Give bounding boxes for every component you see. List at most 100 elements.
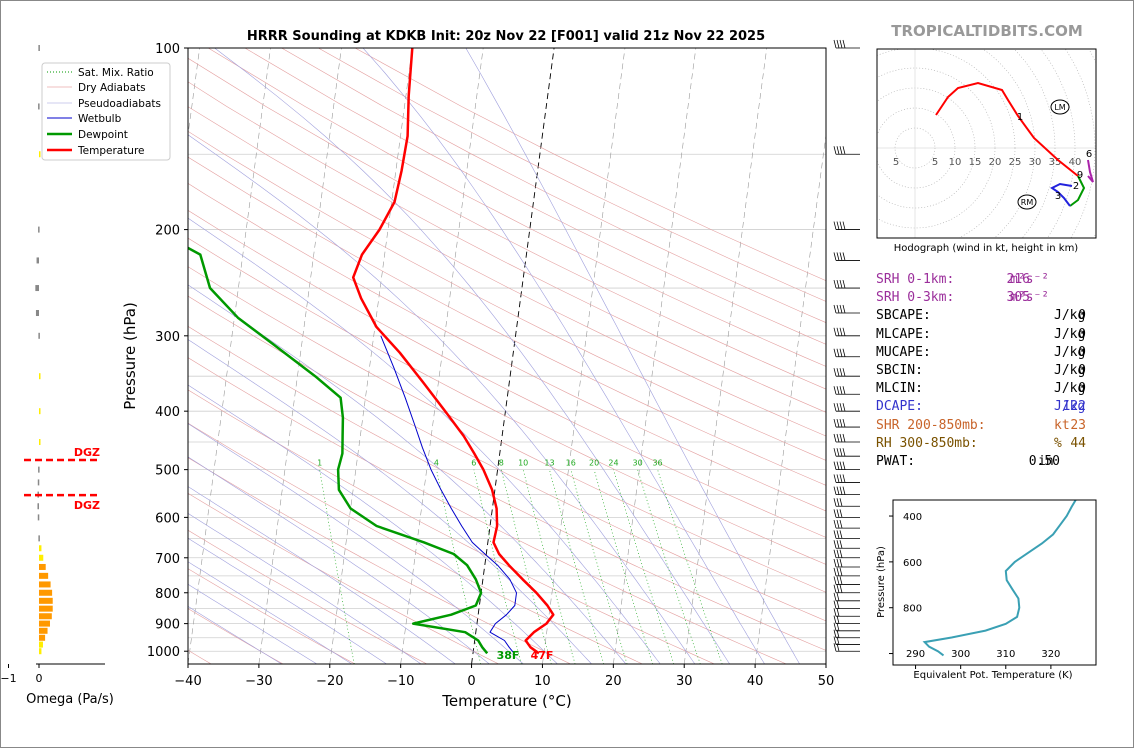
- parameter-value: 0: [1078, 326, 1086, 342]
- theta-x-tick-label: 320: [1041, 649, 1060, 660]
- wind-barb-flag: [833, 629, 837, 638]
- omega-bar: [37, 503, 39, 510]
- mixing-ratio-line: [613, 469, 675, 664]
- wind-barb-flag: [833, 584, 837, 593]
- wind-barb-flag: [842, 146, 846, 155]
- hodograph-ring-label: 20: [989, 157, 1002, 168]
- legend-entry: Dry Adiabats: [78, 82, 146, 94]
- skewt-legend: Sat. Mix. Ratio Dry Adiabats Pseudoadiab…: [41, 62, 171, 161]
- omega-axis-label: Omega (Pa/s): [26, 692, 114, 707]
- wind-barb-flag: [839, 567, 843, 576]
- theta-e-y-axis-label: Pressure (hPa): [876, 546, 887, 618]
- isotherm: [188, 48, 271, 664]
- dry-adiabat: [188, 568, 356, 664]
- wind-barb-flag: [833, 549, 837, 558]
- omega-bar: [39, 439, 41, 446]
- wind-barb-flag: [842, 327, 846, 336]
- mixing-ratio-line: [473, 469, 522, 664]
- wind-barb-flag: [839, 486, 843, 495]
- wind-barb-flag: [833, 221, 837, 230]
- wind-barb-flag: [839, 39, 843, 49]
- wind-barb-flag: [836, 540, 840, 549]
- x-tick-label: 20: [605, 674, 622, 689]
- omega-bar: [39, 589, 53, 596]
- hodograph-ring-label: 5: [893, 157, 899, 168]
- hodograph-panel: 5 5 10 15 20 25 30 35 40 1 2 3 69 LM RM Hodograph (win…: [876, 48, 1097, 254]
- dry-adiabat: [188, 326, 826, 651]
- parameters-table: SRH 0-1km: 216 m²s⁻² SRH 0-3km: 305 m²s⁻² SBCA…: [876, 272, 1116, 472]
- dry-adiabat: [188, 182, 826, 512]
- wind-barbs: [833, 39, 860, 652]
- dry-adiabat: [188, 57, 826, 390]
- omega-bar: [39, 581, 51, 588]
- dry-adiabat: [188, 529, 428, 664]
- mixing-ratio-label: 10: [518, 459, 528, 468]
- wind-barb-flag: [833, 486, 837, 495]
- mixing-ratio-label: 13: [544, 459, 554, 468]
- skewt-profiles: [188, 48, 555, 655]
- parameter-label: MUCAPE:: [876, 344, 931, 360]
- parameter-row: SHR 200-850mb: 23 kt: [876, 418, 1116, 436]
- hodograph-trace-upper: [1087, 159, 1094, 183]
- parameter-unit: %: [1054, 435, 1062, 451]
- isotherm: [613, 48, 697, 664]
- parameter-row: SBCAPE: 0 J/kg: [876, 308, 1116, 326]
- wind-barb-flag: [833, 558, 837, 568]
- dry-adiabat: [188, 210, 826, 538]
- parameter-label: SBCAPE:: [876, 308, 931, 324]
- hodograph-height-label: 3: [1055, 191, 1061, 202]
- wind-barb-flag: [839, 549, 843, 558]
- theta-e-profile: [922, 500, 1077, 657]
- legend-entry: Wetbulb: [78, 113, 122, 125]
- parameter-unit: in: [1038, 453, 1054, 469]
- dry-adiabat: [188, 106, 826, 437]
- temperature-line: [351, 48, 555, 655]
- omega-bar: [39, 545, 42, 552]
- skewt-axes-frame: [187, 47, 827, 665]
- omega-bar: [36, 257, 39, 264]
- omega-bar: [38, 45, 40, 51]
- moist-adiabat: [188, 134, 696, 664]
- omega-bar: [39, 620, 50, 627]
- parameter-value: 0: [1078, 362, 1086, 378]
- dry-adiabat: [188, 457, 571, 664]
- wind-barb-flag: [833, 608, 837, 617]
- wind-barb-flag: [833, 252, 837, 261]
- omega-bar: [39, 605, 53, 612]
- wind-barb-flag: [836, 498, 840, 507]
- isotherm: [754, 132, 826, 664]
- dry-adiabat: [188, 422, 643, 664]
- wind-barb-flag: [836, 643, 840, 652]
- wind-barb-flag: [833, 386, 837, 395]
- storm-motion-label: LM: [1054, 103, 1065, 112]
- wind-barb-flag: [839, 584, 843, 593]
- wind-barb-flag: [836, 403, 840, 412]
- moist-adiabat: [188, 423, 524, 664]
- theta-x-tick-label: 310: [996, 649, 1015, 660]
- y-tick-label: 600: [155, 511, 180, 526]
- y-tick-label: 500: [155, 464, 180, 479]
- omega-bar: [38, 535, 40, 542]
- omega-bar: [39, 408, 41, 415]
- moist-adiabat: [188, 513, 422, 664]
- parameter-unit: J/kg: [1054, 362, 1086, 378]
- mixing-ratio-label: 6: [471, 459, 476, 468]
- x-tick-label: −40: [174, 674, 201, 689]
- y-tick-label: 700: [155, 552, 180, 567]
- wind-barb-flag: [836, 486, 840, 495]
- omega-bars: [35, 45, 53, 655]
- isotherm: [258, 48, 342, 664]
- parameter-row: PWAT: 0.50 in: [876, 454, 1116, 472]
- isotherm: [471, 48, 555, 664]
- theta-x-tick-label: 300: [951, 649, 970, 660]
- wind-barb-flag: [839, 498, 843, 507]
- parameter-row: MLCIN: 0 J/kg: [876, 381, 1116, 399]
- wind-barb-flag: [836, 615, 840, 624]
- mixing-ratio-line: [319, 469, 355, 664]
- mixing-ratio-label: 1: [317, 459, 322, 468]
- x-tick-label: 10: [534, 674, 551, 689]
- parameter-unit: J/kg: [1054, 308, 1086, 324]
- hodograph-trace-3-6km: [1069, 175, 1086, 207]
